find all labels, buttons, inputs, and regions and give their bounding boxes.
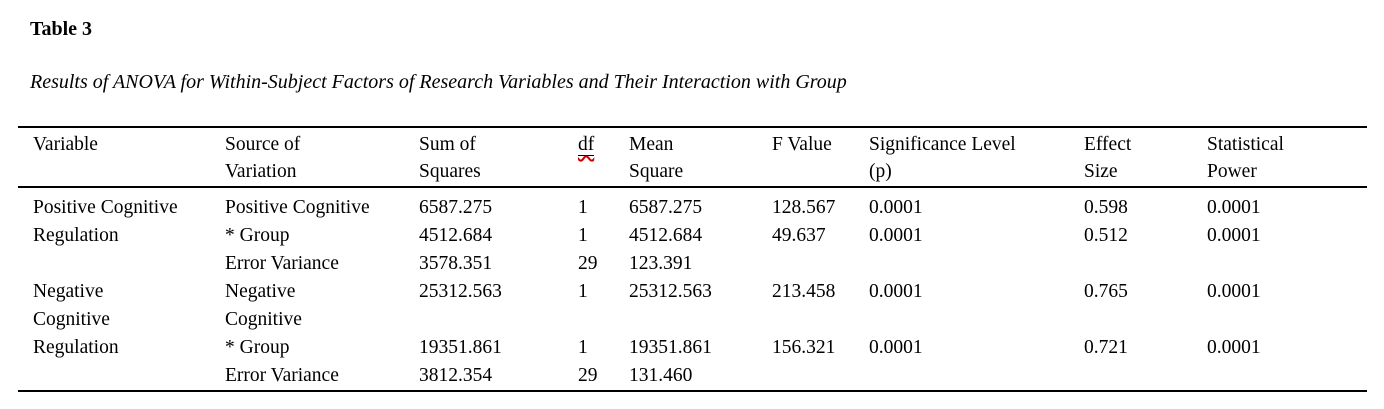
table-cell: 4512.684 <box>419 225 493 246</box>
table-cell: 156.321 <box>772 337 836 358</box>
table-cell: 3578.351 <box>419 253 493 274</box>
table-cell: 1 <box>578 281 588 302</box>
table-body: Positive Cognitive Positive Cognitive 65… <box>18 188 1367 390</box>
column-header-significance-level: Significance Level (p) <box>869 134 1016 182</box>
table-cell: * Group <box>225 225 290 246</box>
table-cell: 131.460 <box>629 365 693 386</box>
table-header-row: Variable Source of Variation Sum of Squa… <box>18 128 1367 188</box>
column-header-df: df <box>578 131 629 158</box>
table-cell: 6587.275 <box>629 197 703 218</box>
table-cell: 128.567 <box>772 197 836 218</box>
table-cell: 0.0001 <box>869 281 923 302</box>
table-cell: 0.0001 <box>1207 225 1261 246</box>
table-label: Table 3 <box>30 18 93 40</box>
table-cell: * Group <box>225 337 290 358</box>
table-cell: 0.598 <box>1084 197 1128 218</box>
spellcheck-squiggle: df <box>578 134 595 156</box>
table-row: Regulation * Group 19351.861 1 19351.861… <box>18 334 1367 362</box>
table-cell: 6587.275 <box>419 197 493 218</box>
table-cell: Regulation <box>33 225 119 246</box>
table-row: Negative Cognitive Negative Cognitive 25… <box>18 278 1367 334</box>
table-row: Error Variance 3578.351 29 123.391 <box>18 250 1367 278</box>
table-cell: 29 <box>578 253 598 274</box>
table-cell: 19351.861 <box>629 337 712 358</box>
table-cell: 0.765 <box>1084 281 1128 302</box>
table-cell: 0.512 <box>1084 225 1128 246</box>
table-cell: 0.0001 <box>1207 337 1261 358</box>
table-caption: Results of ANOVA for Within-Subject Fact… <box>30 71 847 93</box>
table-cell: 19351.861 <box>419 337 502 358</box>
table-row: Positive Cognitive Positive Cognitive 65… <box>18 194 1367 222</box>
column-header-mean-square: Mean Square <box>629 134 684 182</box>
table-cell: 25312.563 <box>419 281 502 302</box>
table-cell: Error Variance <box>225 365 339 386</box>
table-row: Regulation * Group 4512.684 1 4512.684 4… <box>18 222 1367 250</box>
column-header-source-of-variation: Source of Variation <box>225 134 301 182</box>
table-cell: 1 <box>578 225 588 246</box>
table-cell: 25312.563 <box>629 281 712 302</box>
table-cell: 1 <box>578 337 588 358</box>
table-cell: Positive Cognitive <box>225 197 370 218</box>
table-cell: 29 <box>578 365 598 386</box>
table-cell: 0.0001 <box>869 337 923 358</box>
anova-table: Variable Source of Variation Sum of Squa… <box>18 126 1367 392</box>
table-cell: 123.391 <box>629 253 693 274</box>
table-cell: 0.0001 <box>1207 281 1261 302</box>
column-header-variable: Variable <box>33 134 98 155</box>
column-header-effect-size: Effect Size <box>1084 134 1132 182</box>
table-cell: 49.637 <box>772 225 826 246</box>
column-header-sum-of-squares: Sum of Squares <box>419 134 481 182</box>
table-cell: 213.458 <box>772 281 836 302</box>
table-cell: 0.0001 <box>869 197 923 218</box>
table-row: Error Variance 3812.354 29 131.460 <box>18 362 1367 390</box>
table-cell: 1 <box>578 197 588 218</box>
table-cell: Positive Cognitive <box>33 197 178 218</box>
table-cell: 0.721 <box>1084 337 1128 358</box>
table-cell: Error Variance <box>225 253 339 274</box>
column-header-f-value: F Value <box>772 134 832 155</box>
table-cell: 4512.684 <box>629 225 703 246</box>
table-cell: Negative Cognitive <box>33 281 110 330</box>
column-header-statistical-power: Statistical Power <box>1207 134 1284 182</box>
table-cell: Negative Cognitive <box>225 281 302 330</box>
table-cell: Regulation <box>33 337 119 358</box>
table-cell: 0.0001 <box>1207 197 1261 218</box>
table-cell: 0.0001 <box>869 225 923 246</box>
table-cell: 3812.354 <box>419 365 493 386</box>
